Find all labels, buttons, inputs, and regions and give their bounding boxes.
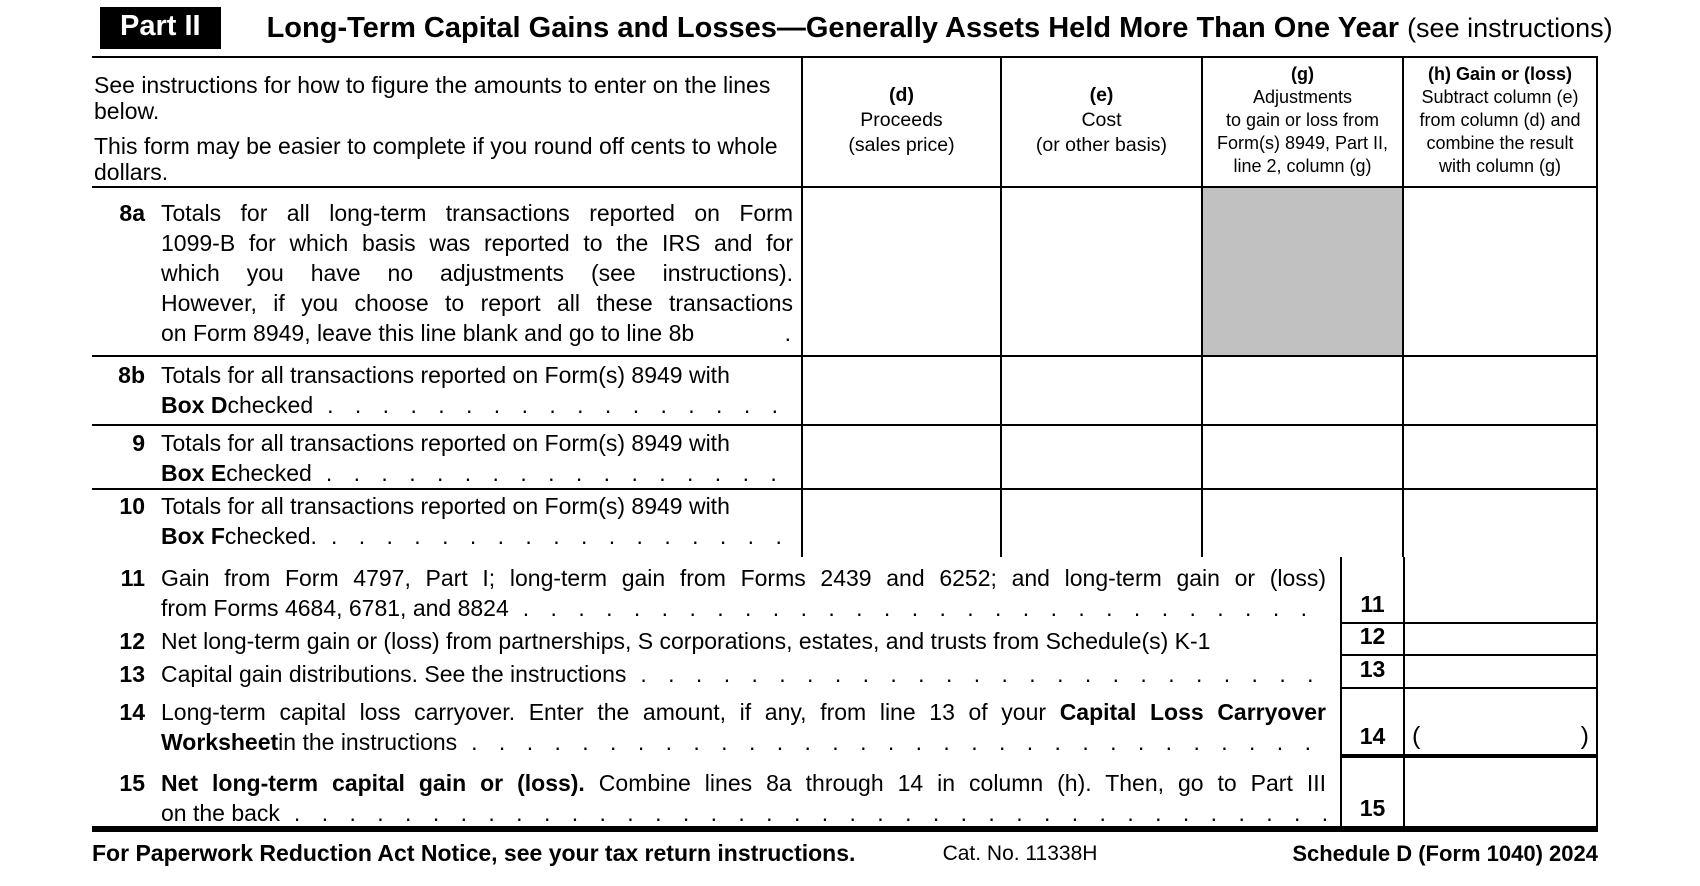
- line-box-13: 13: [1340, 656, 1405, 689]
- row-14-text: Long-term capital loss carryover. Enter …: [161, 699, 1326, 755]
- row-12-text: Net long-term gain or (loss) from partne…: [161, 628, 1211, 654]
- title-note: (see instructions): [1407, 12, 1613, 43]
- row-8b-description: 8b Totals for all transactions reported …: [92, 357, 801, 426]
- row-10-description: 10 Totals for all transactions reported …: [92, 490, 801, 557]
- line-number-13: 13: [119, 661, 145, 687]
- column-header-g: (g) Adjustments to gain or loss from For…: [1201, 58, 1402, 188]
- line-box-12: 12: [1340, 623, 1405, 656]
- column-header-h: (h) Gain or (loss) Subtract column (e) f…: [1402, 58, 1598, 188]
- page-title: Long-Term Capital Gains and Losses—Gener…: [267, 12, 1613, 45]
- dot-leader: . . . . . . . . . . . . . . . . . . . . …: [522, 595, 1326, 621]
- row-9-text: Totals for all transactions reported on …: [161, 428, 793, 488]
- row-8a-text: Totals for all long-term transactions re…: [161, 200, 793, 346]
- column-header-d: (d) Proceeds (sales price): [801, 58, 1000, 188]
- cell-9-proceeds[interactable]: [801, 426, 1000, 490]
- open-parenthesis: (: [1412, 722, 1421, 750]
- part2-title-bar: Part II Long-Term Capital Gains and Loss…: [100, 6, 1613, 50]
- dot-leader: . . . . . . . . . . . . . . . . . . . . …: [327, 392, 793, 418]
- gains-table: See instructions for how to figure the a…: [92, 56, 1598, 557]
- line-number-8b: 8b: [118, 362, 145, 388]
- summary-lines-table: 11 Gain from Form 4797, Part I; long-ter…: [92, 557, 1598, 830]
- entry-15-amount[interactable]: [1405, 758, 1598, 830]
- line-number-12: 12: [119, 628, 145, 654]
- entry-11-amount[interactable]: [1405, 557, 1598, 624]
- line-number-11: 11: [120, 565, 145, 591]
- row-13-description: 13 Capital gain distributions. See the i…: [92, 656, 1340, 689]
- line-number-14: 14: [119, 699, 145, 725]
- line-number-10: 10: [119, 493, 145, 519]
- cell-8b-proceeds[interactable]: [801, 357, 1000, 426]
- cell-8b-gain-loss[interactable]: [1402, 357, 1598, 426]
- cell-10-proceeds[interactable]: [801, 490, 1000, 557]
- cell-8a-cost[interactable]: [1000, 188, 1201, 357]
- cell-9-gain-loss[interactable]: [1402, 426, 1598, 490]
- cell-8b-cost[interactable]: [1000, 357, 1201, 426]
- cell-8a-adjustments-shaded: [1201, 188, 1402, 357]
- line-number-9: 9: [132, 430, 145, 456]
- cell-9-cost[interactable]: [1000, 426, 1201, 490]
- line-number-8a: 8a: [119, 200, 145, 226]
- line-number-15: 15: [119, 770, 145, 796]
- cell-8a-gain-loss[interactable]: [1402, 188, 1598, 357]
- row-14-description: 14 Long-term capital loss carryover. Ent…: [92, 689, 1340, 758]
- cell-8b-adjustments[interactable]: [1201, 357, 1402, 426]
- cell-9-adjustments[interactable]: [1201, 426, 1402, 490]
- title-text: Long-Term Capital Gains and Losses—Gener…: [266, 11, 1399, 44]
- row-13-text: Capital gain distributions. See the inst…: [161, 659, 1326, 689]
- entry-12-amount[interactable]: [1405, 624, 1598, 656]
- row-10-text: Totals for all transactions reported on …: [161, 491, 793, 551]
- row-11-description: 11 Gain from Form 4797, Part I; long-ter…: [92, 557, 1340, 624]
- form-identifier: Schedule D (Form 1040) 2024: [1292, 841, 1598, 866]
- dot-leader: . . . . . . . . . . . . . . . . . . . . …: [640, 661, 1326, 687]
- row-15-text: Net long-term capital gain or (loss). Co…: [161, 770, 1326, 826]
- line-box-14: 14: [1340, 689, 1405, 758]
- row-15-description: 15 Net long-term capital gain or (loss).…: [92, 758, 1340, 830]
- cell-8a-proceeds[interactable]: [801, 188, 1000, 357]
- close-parenthesis: ): [1580, 722, 1589, 750]
- row-8a-description: 8a Totals for all long-term transactions…: [92, 188, 801, 357]
- dot-leader: . . . . . . . . . . . . . . . . . . . . …: [293, 800, 1326, 826]
- cell-10-gain-loss[interactable]: [1402, 490, 1598, 557]
- catalog-number: Cat. No. 11338H: [942, 842, 1098, 865]
- column-header-e: (e) Cost (or other basis): [1000, 58, 1201, 188]
- paperwork-notice: For Paperwork Reduction Act Notice, see …: [92, 840, 856, 866]
- cell-10-adjustments[interactable]: [1201, 490, 1402, 557]
- dot-leader: . . . . . . . . . . . . . . . . . . . . …: [325, 460, 793, 486]
- cell-10-cost[interactable]: [1000, 490, 1201, 557]
- dot-leader: .: [784, 320, 791, 346]
- row-12-description: 12 Net long-term gain or (loss) from par…: [92, 624, 1340, 656]
- entry-13-amount[interactable]: [1405, 656, 1598, 689]
- dot-leader: . . . . . . . . . . . . . . . . . . . . …: [471, 729, 1326, 755]
- part-label: Part II: [100, 7, 221, 49]
- line-box-11: 11: [1340, 557, 1405, 624]
- instructions-paragraph-1: See instructions for how to figure the a…: [94, 72, 771, 124]
- row-9-description: 9 Totals for all transactions reported o…: [92, 426, 801, 490]
- row-8b-text: Totals for all transactions reported on …: [161, 360, 793, 420]
- entry-14-loss-amount[interactable]: ( ): [1405, 689, 1598, 758]
- line-box-15: 15: [1340, 758, 1405, 830]
- table-instructions: See instructions for how to figure the a…: [92, 58, 801, 188]
- dot-leader: . . . . . . . . . . . . . . . . . . . . …: [330, 523, 793, 549]
- instructions-paragraph-2: This form may be easier to complete if y…: [94, 133, 778, 185]
- bottom-rule: [92, 826, 1598, 832]
- row-11-text: Gain from Form 4797, Part I; long-term g…: [161, 565, 1326, 621]
